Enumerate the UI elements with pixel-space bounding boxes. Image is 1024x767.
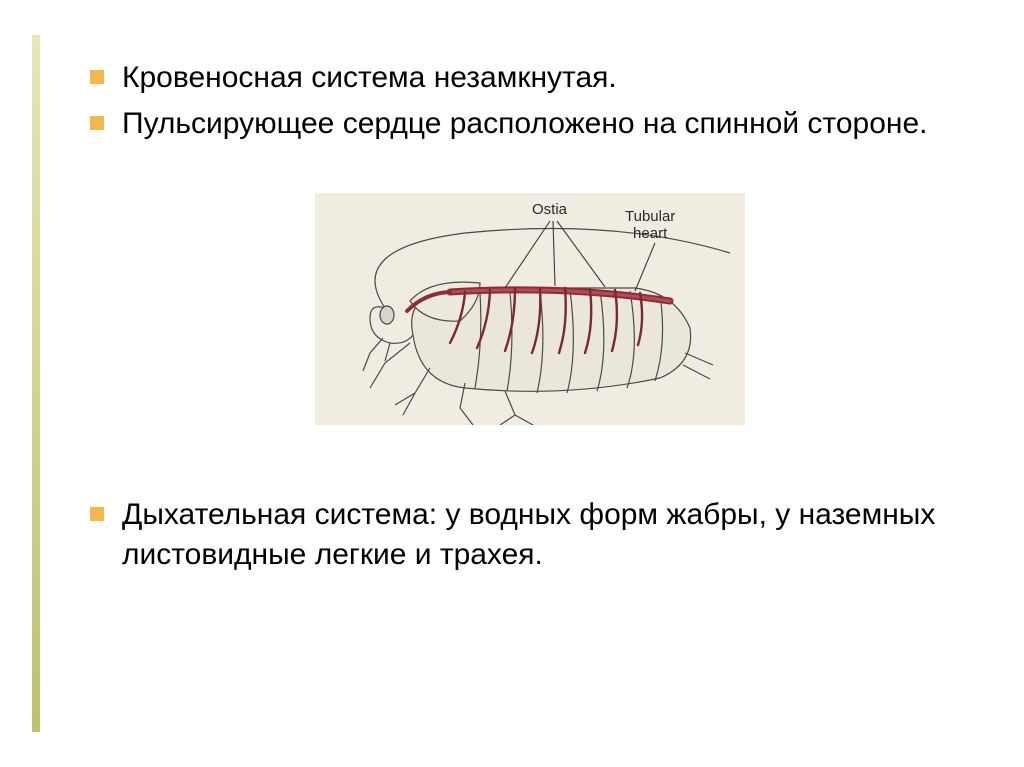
left-accent-stripe bbox=[32, 35, 40, 732]
insect-circulatory-diagram: Ostia Tubular heart bbox=[315, 193, 745, 425]
bullet-text: Дыхательная система: у водных форм жабры… bbox=[122, 495, 970, 574]
slide-content: Кровеносная система незамкнутая. Пульсир… bbox=[90, 58, 970, 580]
diagram-container: Ostia Tubular heart bbox=[90, 193, 970, 425]
insect-svg bbox=[315, 193, 745, 425]
bullet-text: Пульсирующее сердце расположено на спинн… bbox=[122, 104, 927, 144]
bullet-item: Дыхательная система: у водных форм жабры… bbox=[90, 495, 970, 574]
tubular-heart-label: Tubular heart bbox=[625, 208, 675, 243]
ostia-label: Ostia bbox=[532, 201, 567, 218]
bullet-square-icon bbox=[90, 507, 104, 521]
bullet-text: Кровеносная система незамкнутая. bbox=[122, 58, 617, 98]
bullet-square-icon bbox=[90, 116, 104, 130]
bullet-square-icon bbox=[90, 70, 104, 84]
bullet-item: Пульсирующее сердце расположено на спинн… bbox=[90, 104, 970, 144]
bullet-item: Кровеносная система незамкнутая. bbox=[90, 58, 970, 98]
